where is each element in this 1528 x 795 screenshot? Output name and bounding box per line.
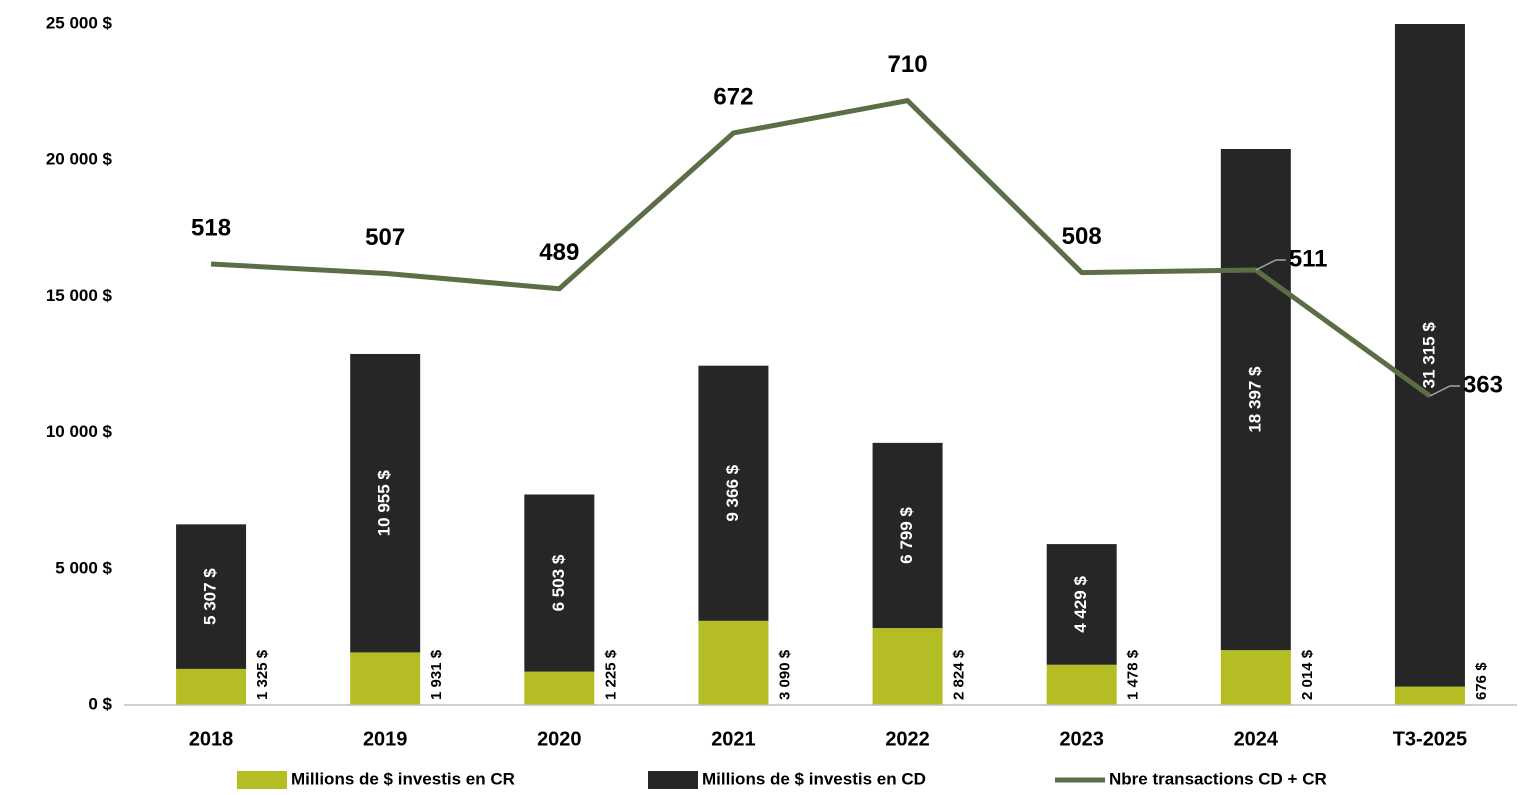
legend-swatch xyxy=(648,771,698,789)
bar-segment xyxy=(1220,149,1291,651)
bar-segment xyxy=(1220,650,1291,705)
bar-segment xyxy=(176,668,247,705)
data-label: 6 799 $ xyxy=(897,507,916,564)
leader-line xyxy=(1255,259,1286,271)
bar-segment xyxy=(350,353,421,653)
line-label: 508 xyxy=(1062,223,1102,250)
data-label: 3 090 $ xyxy=(776,649,793,700)
y-tick-label: 25 000 $ xyxy=(46,13,113,32)
bar-segment xyxy=(698,620,769,705)
x-tick-label: T3-2025 xyxy=(1393,728,1468,750)
bar-segment xyxy=(872,628,943,705)
line-label: 710 xyxy=(888,51,928,78)
data-label: 5 307 $ xyxy=(201,568,220,625)
y-tick-label: 15 000 $ xyxy=(46,286,113,305)
x-tick-label: 2022 xyxy=(885,728,930,750)
bar-segment xyxy=(698,365,769,621)
x-tick-label: 2023 xyxy=(1059,728,1104,750)
data-label: 1 325 $ xyxy=(254,649,271,700)
line-series xyxy=(210,98,1432,399)
data-label: 6 503 $ xyxy=(549,554,568,611)
leader-line xyxy=(1429,385,1460,397)
line-label: 489 xyxy=(539,239,579,266)
line-label: 507 xyxy=(365,224,405,251)
y-tick-label: 5 000 $ xyxy=(55,558,112,577)
line-label: 518 xyxy=(191,214,231,241)
y-tick-label: 10 000 $ xyxy=(46,422,113,441)
x-tick-label: 2018 xyxy=(189,728,234,750)
data-label: 1 225 $ xyxy=(602,649,619,700)
data-label: 31 315 $ xyxy=(1419,322,1438,389)
data-label: 1 478 $ xyxy=(1125,649,1142,700)
legend-swatch xyxy=(237,771,287,789)
data-label: 2 014 $ xyxy=(1299,649,1316,700)
data-label: 18 397 $ xyxy=(1245,366,1264,433)
bar-segment xyxy=(524,671,595,705)
bar-segment xyxy=(872,442,943,629)
legend-label: Millions de $ investis en CR xyxy=(291,769,515,788)
y-tick-label: 20 000 $ xyxy=(46,150,113,169)
bar-segment xyxy=(1394,686,1465,705)
x-tick-label: 2020 xyxy=(537,728,582,750)
bar-segment xyxy=(524,494,595,672)
x-tick-label: 2019 xyxy=(363,728,408,750)
line-label: 363 xyxy=(1463,371,1503,398)
data-label: 1 931 $ xyxy=(428,649,445,700)
bars xyxy=(176,24,1465,705)
line-label: 511 xyxy=(1289,245,1328,272)
bar-segment xyxy=(350,652,421,705)
bar-segment xyxy=(1394,24,1465,687)
data-label: 676 $ xyxy=(1473,662,1490,700)
bar-segment xyxy=(176,524,247,669)
bar-segment xyxy=(1046,544,1117,665)
x-tick-label: 2021 xyxy=(711,728,756,750)
data-label: 9 366 $ xyxy=(723,464,742,521)
data-label: 4 429 $ xyxy=(1071,576,1090,633)
bar-segment xyxy=(1046,664,1117,705)
x-tick-label: 2024 xyxy=(1234,728,1279,750)
legend-label: Nbre transactions CD + CR xyxy=(1109,769,1327,788)
legend-label: Millions de $ investis en CD xyxy=(702,769,926,788)
data-label: 10 955 $ xyxy=(375,470,394,537)
line-label: 672 xyxy=(713,83,753,110)
data-label: 2 824 $ xyxy=(951,649,968,700)
y-tick-label: 0 $ xyxy=(88,694,112,713)
